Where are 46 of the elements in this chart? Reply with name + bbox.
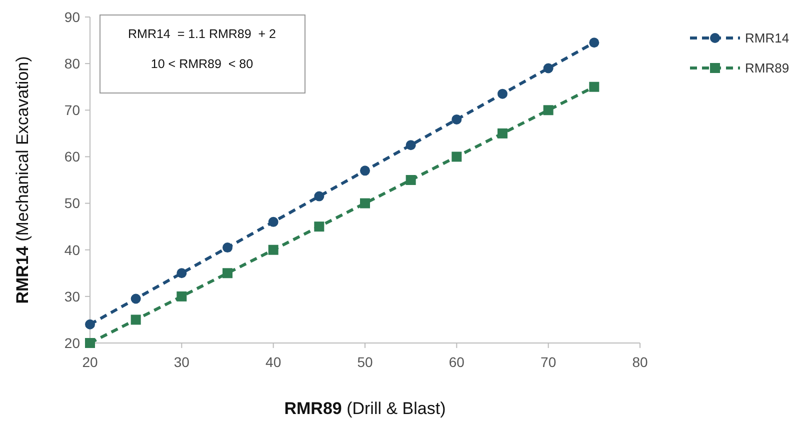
x-tick-label: 80 [632, 354, 648, 370]
point [360, 198, 370, 208]
point [314, 222, 324, 232]
y-axis-title: RMR14 (Mechanical Excavation) [13, 56, 32, 304]
point [589, 38, 600, 48]
y-tick-label: 60 [64, 148, 80, 165]
x-tick-label: 30 [174, 354, 190, 370]
x-tick-label: 60 [448, 354, 465, 370]
point [222, 268, 232, 278]
annotation: RMR14 = 1.1 RMR89 + 2 [128, 27, 276, 41]
y-tick-label: 40 [64, 242, 80, 258]
point [498, 128, 508, 138]
point [176, 268, 187, 278]
x-tick-label: 40 [266, 354, 282, 370]
point [543, 105, 554, 116]
y-tick-label: 90 [64, 8, 80, 25]
point [130, 294, 141, 304]
y-tick-label: 50 [64, 195, 80, 212]
x-tick-label: 50 [357, 354, 373, 370]
note-box: RMR14 = 1.1 RMR89 + 2 10 < RMR89 < 80 [100, 14, 306, 94]
x-tick-label: 70 [540, 354, 556, 370]
point [452, 114, 462, 124]
point [314, 191, 324, 202]
y-tick-label: 30 [64, 288, 80, 304]
point [268, 216, 278, 227]
point [452, 152, 462, 162]
point [85, 338, 95, 348]
annotation: 10 < RMR89 < 80 [150, 57, 254, 71]
point [498, 88, 508, 99]
point [222, 242, 232, 253]
y-tick-label: 70 [64, 102, 80, 118]
x-tick-label: 20 [82, 354, 98, 370]
legend-label: RMR89 [745, 60, 790, 76]
point [360, 166, 370, 176]
point [406, 140, 416, 150]
point [543, 63, 554, 74]
point [176, 291, 187, 302]
point [589, 82, 600, 92]
point [406, 175, 416, 185]
y-tick-label: 20 [64, 334, 80, 351]
point [85, 319, 95, 330]
legend-label: RMR14 [745, 30, 790, 46]
point [268, 244, 278, 255]
point [130, 314, 141, 325]
y-tick-label: 80 [64, 55, 80, 72]
x-axis-title: RMR89 (Drill & Blast) [284, 399, 446, 418]
